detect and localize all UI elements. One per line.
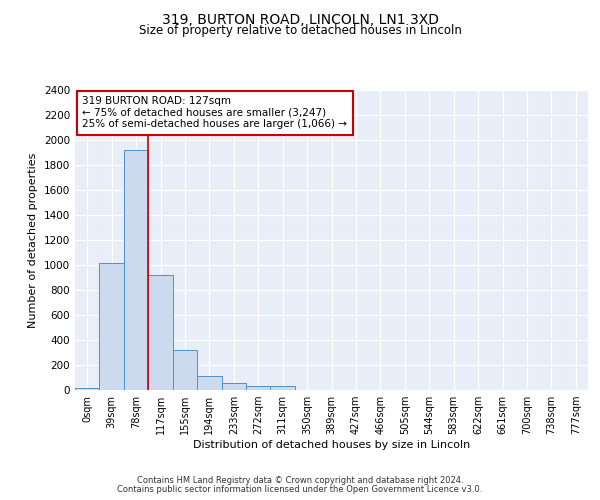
Bar	[148, 275, 173, 390]
Bar	[246, 386, 271, 390]
Y-axis label: Number of detached properties: Number of detached properties	[28, 152, 38, 328]
Bar	[173, 350, 197, 390]
Bar	[271, 386, 295, 390]
X-axis label: Distribution of detached houses by size in Lincoln: Distribution of detached houses by size …	[193, 440, 470, 450]
Bar	[124, 150, 148, 390]
Text: Contains public sector information licensed under the Open Government Licence v3: Contains public sector information licen…	[118, 484, 482, 494]
Text: Size of property relative to detached houses in Lincoln: Size of property relative to detached ho…	[139, 24, 461, 37]
Bar	[197, 376, 221, 390]
Text: 319, BURTON ROAD, LINCOLN, LN1 3XD: 319, BURTON ROAD, LINCOLN, LN1 3XD	[161, 12, 439, 26]
Bar	[221, 383, 246, 390]
Text: 319 BURTON ROAD: 127sqm
← 75% of detached houses are smaller (3,247)
25% of semi: 319 BURTON ROAD: 127sqm ← 75% of detache…	[82, 96, 347, 130]
Bar	[100, 262, 124, 390]
Bar	[75, 388, 100, 390]
Text: Contains HM Land Registry data © Crown copyright and database right 2024.: Contains HM Land Registry data © Crown c…	[137, 476, 463, 485]
